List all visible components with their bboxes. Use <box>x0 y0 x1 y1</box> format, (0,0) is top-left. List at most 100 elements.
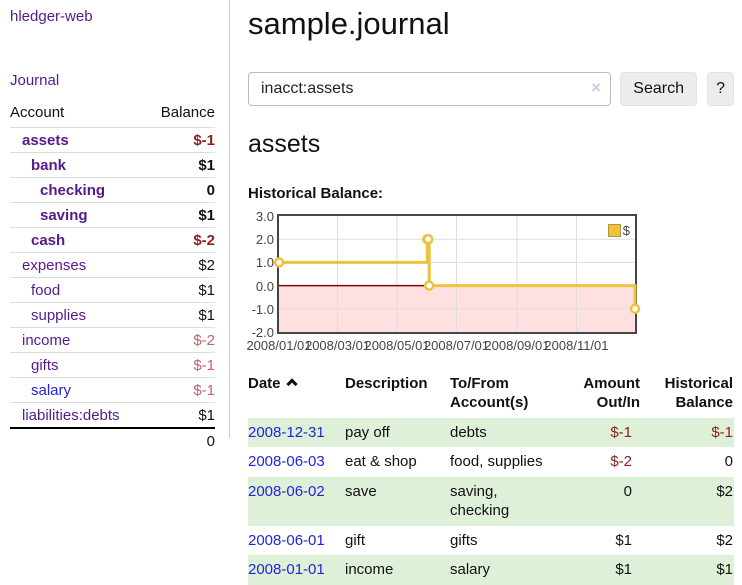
transaction-date-cell: 2008-06-03 <box>248 447 345 477</box>
accounts-total-value: 0 <box>147 427 215 453</box>
accounts-total-spacer <box>10 427 148 453</box>
sidebar: hledger-web Journal Account Balance asse… <box>0 0 230 453</box>
x-axis-tick-label: 2008/03/01 <box>304 338 371 353</box>
account-row: liabilities:debts $1 <box>10 402 215 428</box>
chart-canvas <box>273 216 641 332</box>
transaction-description-cell: gift <box>345 531 366 549</box>
account-balance-value: $-2 <box>147 327 215 353</box>
register-table-body: 2008-12-31 pay off debts $-1 $-1 2008-06-03 ea… <box>248 417 734 585</box>
accounts-table-body: assets $-1 bank $1 checking 0 saving $1 cash $-2 e… <box>10 127 215 428</box>
x-axis-tick-label: 2008/07/01 <box>423 338 490 353</box>
transaction-row: 2008-01-01 income salary $1 $1 <box>248 555 734 585</box>
account-cell: supplies <box>10 302 148 328</box>
transaction-date-link[interactable]: 2008-01-01 <box>248 561 325 578</box>
transaction-row: 2008-06-03 eat & shop food, supplies $-2 0 <box>248 447 734 477</box>
search-input[interactable] <box>248 72 612 106</box>
account-link[interactable]: supplies <box>31 306 87 324</box>
transaction-date-link[interactable]: 2008-12-31 <box>248 423 325 441</box>
accounts-header-balance: Balance <box>160 104 215 121</box>
account-cell: checking <box>10 177 148 203</box>
account-heading: assets <box>248 130 321 158</box>
transaction-row: 2008-06-02 save saving, checking 0 $2 <box>248 476 734 526</box>
y-axis-tick-label: -1.0 <box>251 301 274 317</box>
account-balance-value: $-1 <box>147 352 215 378</box>
account-balance-value: $1 <box>147 302 215 328</box>
account-balance-value: $-1 <box>147 377 215 403</box>
transaction-date-cell: 2008-12-31 <box>248 418 345 448</box>
account-balance-value: $1 <box>147 277 215 303</box>
sort-ascending-icon <box>285 378 298 390</box>
transaction-balance-cell: $1 <box>716 561 733 578</box>
account-balance-value: $-2 <box>147 227 215 253</box>
account-cell: expenses <box>10 252 148 278</box>
legend-label: $ <box>622 223 630 238</box>
transaction-accounts-cell: saving, checking <box>450 482 510 520</box>
x-axis-tick-label: 2008/09/01 <box>484 338 550 353</box>
help-button[interactable]: ? <box>707 72 735 106</box>
account-link[interactable]: expenses <box>22 256 87 274</box>
account-link[interactable]: cash <box>31 231 66 249</box>
transaction-date-cell: 2008-06-02 <box>248 477 345 526</box>
register-header-accounts: To/From Account(s) <box>450 375 529 411</box>
search-bar: × Search ? <box>248 72 735 106</box>
app-title-link[interactable]: hledger-web <box>10 8 93 25</box>
transaction-description-cell: income <box>345 561 394 578</box>
transaction-balance-cell: $2 <box>716 531 733 549</box>
account-balance-value: $1 <box>147 402 215 428</box>
account-link[interactable]: checking <box>40 181 106 199</box>
chart-title: Historical Balance: <box>248 185 384 202</box>
transaction-date-cell: 2008-06-01 <box>248 526 345 556</box>
transaction-row: 2008-06-01 gift gifts $1 $2 <box>248 526 734 556</box>
chart-legend: $ <box>607 223 630 238</box>
account-row: expenses $2 <box>10 252 215 278</box>
main-content: sample.journal × Search ? assets Histori… <box>246 0 735 585</box>
account-row: supplies $1 <box>10 302 215 328</box>
transaction-accounts-cell: gifts <box>450 531 478 549</box>
search-button[interactable]: Search <box>620 72 698 106</box>
transaction-date-link[interactable]: 2008-06-02 <box>248 482 325 500</box>
account-cell: income <box>10 327 148 353</box>
account-link[interactable]: bank <box>31 156 67 174</box>
account-cell: cash <box>10 227 148 253</box>
y-axis-tick-label: 0.0 <box>255 278 274 294</box>
account-cell: salary <box>10 377 148 403</box>
register-header-description: Description <box>345 375 428 392</box>
register-header-amount: Amount Out/In <box>583 375 640 411</box>
account-link[interactable]: income <box>22 331 71 349</box>
account-link[interactable]: food <box>31 281 61 299</box>
register-header-balance: Historical Balance <box>664 375 733 411</box>
clear-search-icon[interactable]: × <box>591 78 602 97</box>
account-link[interactable]: assets <box>22 131 69 149</box>
account-row: salary $-1 <box>10 377 215 403</box>
account-balance-value: $2 <box>147 252 215 278</box>
transaction-amount-cell: $-2 <box>610 453 632 470</box>
transaction-description-cell: pay off <box>345 423 390 441</box>
legend-swatch-icon <box>607 224 621 237</box>
account-cell: food <box>10 277 148 303</box>
account-link[interactable]: liabilities:debts <box>22 406 120 424</box>
y-axis-tick-label: 1.0 <box>255 255 274 271</box>
transaction-description-cell: save <box>345 482 377 500</box>
transaction-accounts-cell: salary <box>450 561 491 578</box>
account-link[interactable]: gifts <box>31 356 59 374</box>
account-link[interactable]: salary <box>31 381 72 399</box>
account-cell: liabilities:debts <box>10 402 148 428</box>
x-axis-tick-label: 2008/05/01 <box>364 338 430 353</box>
register-header-date: Date <box>248 375 345 418</box>
journal-nav-link[interactable]: Journal <box>10 72 60 89</box>
y-axis-tick-label: 3.0 <box>255 209 274 224</box>
accounts-total-row: 0 <box>10 427 215 453</box>
account-cell: bank <box>10 152 148 178</box>
account-row: bank $1 <box>10 152 215 178</box>
transaction-amount-cell: $-1 <box>610 423 632 441</box>
accounts-header-row: Account Balance <box>10 104 215 128</box>
transaction-date-link[interactable]: 2008-06-01 <box>248 531 325 549</box>
transaction-date-link[interactable]: 2008-06-03 <box>248 453 325 470</box>
transaction-amount-cell: $1 <box>615 531 632 549</box>
account-link[interactable]: saving <box>40 206 88 224</box>
account-balance-value: 0 <box>147 177 215 203</box>
account-balance-value: $-1 <box>147 127 215 153</box>
account-row: saving $1 <box>10 202 215 228</box>
transaction-accounts-cell: debts <box>450 423 487 441</box>
account-row: checking 0 <box>10 177 215 203</box>
